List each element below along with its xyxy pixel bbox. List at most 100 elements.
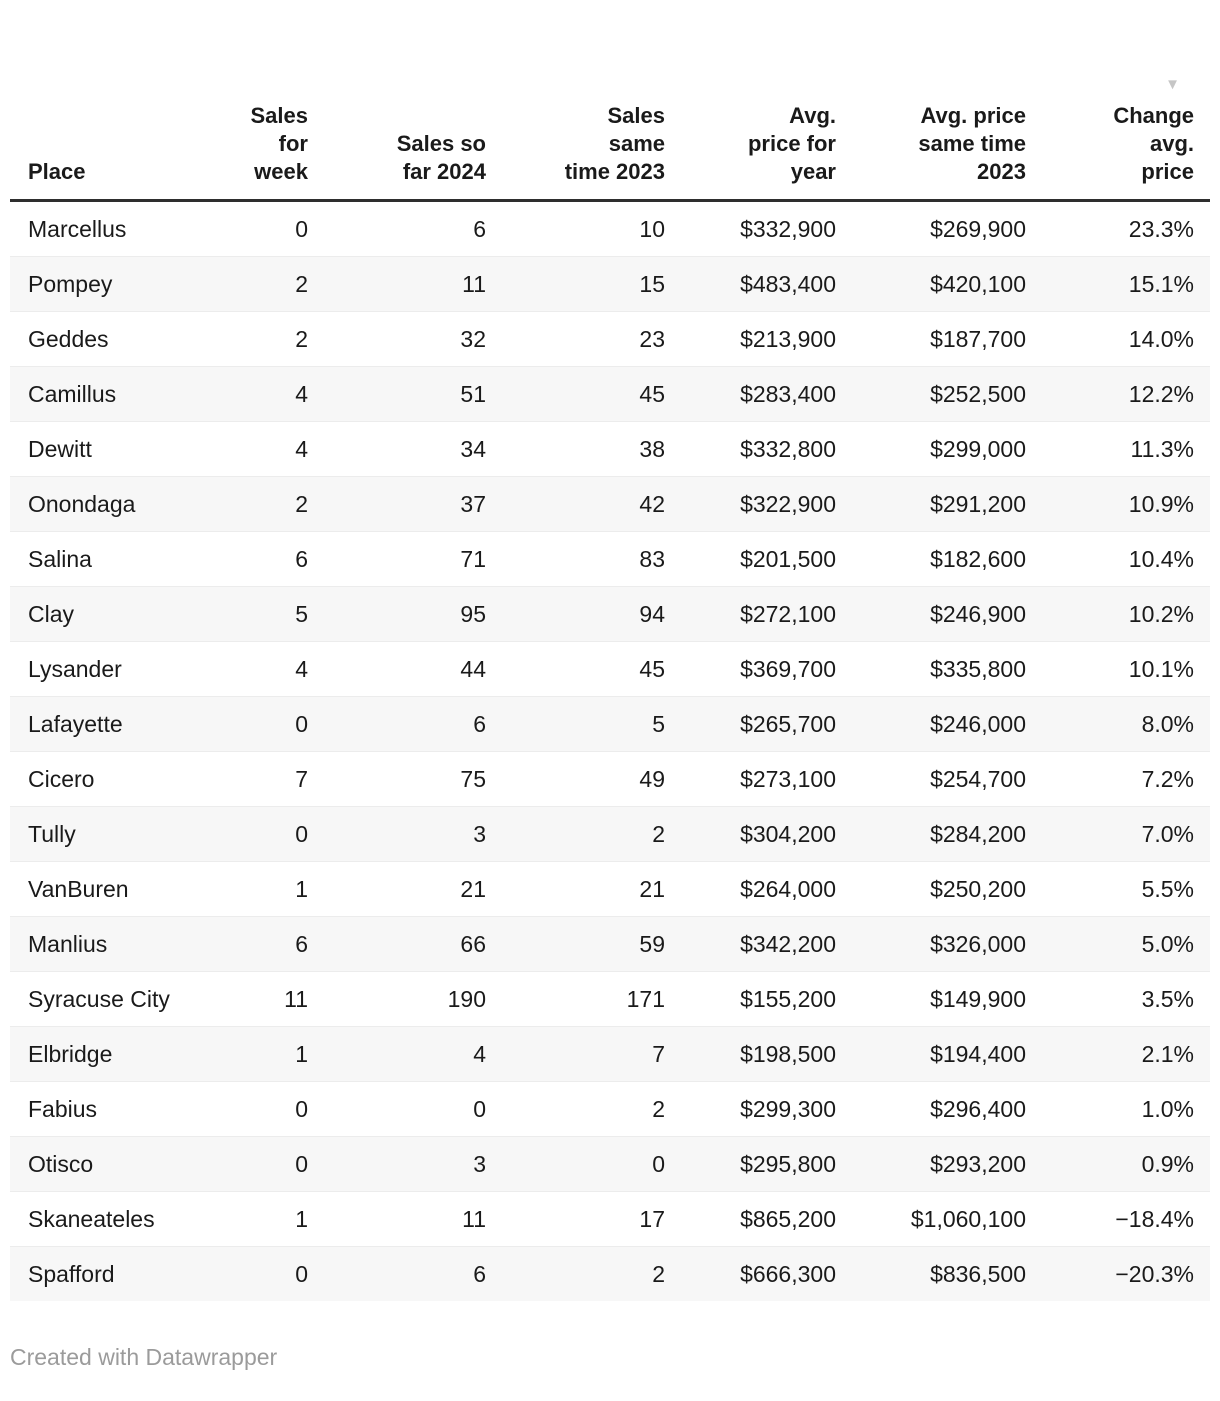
sales-same-time-2023-cell: 0 (652, 1151, 665, 1177)
sales-same-time-2023-cell: 38 (639, 436, 665, 462)
place-cell: Clay (28, 601, 75, 627)
sales-for-week-cell: 0 (295, 1096, 308, 1122)
column-header-place[interactable]: Place (10, 40, 170, 202)
sales-for-week-cell: 11 (284, 986, 308, 1012)
sales-so-far-2024-cell: 71 (460, 546, 486, 572)
sales-so-far-2024-cell: 44 (460, 656, 486, 682)
sales-for-week-cell: 0 (295, 1151, 308, 1177)
avg-price-same-time-2023-cell: $326,000 (930, 931, 1026, 957)
sales-same-time-2023-cell: 59 (639, 931, 665, 957)
table-row: Elbridge 1 4 7 $198,500 $194,400 2.1% (10, 1026, 1210, 1082)
table-row: Marcellus 0 6 10 $332,900 $269,900 23.3% (10, 200, 1210, 257)
column-header-sales-so-far-2024[interactable]: Sales so far 2024 (320, 40, 498, 202)
place-cell: Marcellus (28, 216, 127, 242)
sales-so-far-2024-cell: 37 (460, 491, 486, 517)
place-cell: Tully (28, 821, 76, 847)
sales-same-time-2023-cell: 7 (652, 1041, 665, 1067)
avg-price-for-year-cell: $369,700 (740, 656, 836, 682)
sales-for-week-cell: 0 (295, 821, 308, 847)
place-cell: Spafford (28, 1261, 115, 1287)
table-row: Dewitt 4 34 38 $332,800 $299,000 11.3% (10, 421, 1210, 477)
avg-price-for-year-cell: $213,900 (740, 326, 836, 352)
avg-price-same-time-2023-cell: $252,500 (930, 381, 1026, 407)
change-avg-price-cell: 15.1% (1128, 271, 1194, 297)
change-avg-price-cell: 11.3% (1130, 436, 1194, 462)
avg-price-for-year-cell: $865,200 (740, 1206, 836, 1232)
table-row: Syracuse City 11 190 171 $155,200 $149,9… (10, 971, 1210, 1027)
column-header-avg-price-for-year[interactable]: Avg. price for year (677, 40, 848, 202)
sales-same-time-2023-cell: 5 (652, 711, 665, 737)
column-header-avg-price-same-time-2023[interactable]: Avg. price same time 2023 (848, 40, 1038, 202)
change-avg-price-cell: 7.0% (1141, 821, 1194, 847)
sales-for-week-cell: 2 (295, 326, 308, 352)
avg-price-for-year-cell: $332,900 (740, 216, 836, 242)
sales-same-time-2023-cell: 15 (639, 271, 665, 297)
place-cell: Pompey (28, 271, 113, 297)
avg-price-same-time-2023-cell: $182,600 (930, 546, 1026, 572)
place-cell: VanBuren (28, 876, 129, 902)
sales-for-week-cell: 2 (295, 271, 308, 297)
change-avg-price-cell: −18.4% (1115, 1206, 1194, 1232)
place-cell: Fabius (28, 1096, 98, 1122)
sales-so-far-2024-cell: 0 (473, 1096, 486, 1122)
table-row: Camillus 4 51 45 $283,400 $252,500 12.2% (10, 366, 1210, 422)
table-row: Otisco 0 3 0 $295,800 $293,200 0.9% (10, 1136, 1210, 1192)
sales-so-far-2024-cell: 190 (447, 986, 486, 1012)
avg-price-for-year-cell: $198,500 (740, 1041, 836, 1067)
sales-so-far-2024-cell: 95 (460, 601, 486, 627)
avg-price-for-year-cell: $273,100 (740, 766, 836, 792)
column-header-change-avg-price[interactable]: ▼ Change avg. price (1038, 40, 1210, 202)
change-avg-price-cell: 8.0% (1141, 711, 1194, 737)
column-header-sales-same-time-2023[interactable]: Sales same time 2023 (498, 40, 677, 202)
sales-for-week-cell: 6 (295, 546, 308, 572)
avg-price-same-time-2023-cell: $296,400 (930, 1096, 1026, 1122)
place-cell: Syracuse City (28, 986, 170, 1012)
header-row: Place Sales for week Sales so far 2024 S… (10, 40, 1210, 202)
avg-price-same-time-2023-cell: $1,060,100 (910, 1206, 1026, 1232)
sales-for-week-cell: 4 (295, 656, 308, 682)
avg-price-for-year-cell: $304,200 (740, 821, 836, 847)
table-row: Spafford 0 6 2 $666,300 $836,500 −20.3% (10, 1246, 1210, 1301)
change-avg-price-cell: 0.9% (1141, 1151, 1194, 1177)
footer-credit[interactable]: Created with Datawrapper (10, 1344, 278, 1370)
avg-price-same-time-2023-cell: $420,100 (930, 271, 1026, 297)
table-row: Lysander 4 44 45 $369,700 $335,800 10.1% (10, 641, 1210, 697)
sales-same-time-2023-cell: 42 (639, 491, 665, 517)
sales-for-week-cell: 0 (295, 216, 308, 242)
change-avg-price-cell: 1.0% (1141, 1096, 1194, 1122)
place-cell: Camillus (28, 381, 117, 407)
change-avg-price-cell: 10.4% (1128, 546, 1194, 572)
sales-so-far-2024-cell: 11 (462, 1206, 486, 1232)
place-cell: Elbridge (28, 1041, 113, 1067)
sales-same-time-2023-cell: 45 (639, 381, 665, 407)
avg-price-same-time-2023-cell: $254,700 (930, 766, 1026, 792)
table-row: Clay 5 95 94 $272,100 $246,900 10.2% (10, 586, 1210, 642)
place-cell: Dewitt (28, 436, 92, 462)
place-cell: Lafayette (28, 711, 123, 737)
column-header-sales-for-week[interactable]: Sales for week (170, 40, 320, 202)
change-avg-price-cell: 23.3% (1128, 216, 1194, 242)
avg-price-same-time-2023-cell: $284,200 (930, 821, 1026, 847)
avg-price-same-time-2023-cell: $299,000 (930, 436, 1026, 462)
change-avg-price-cell: 5.0% (1141, 931, 1194, 957)
sales-for-week-cell: 1 (295, 1206, 308, 1232)
change-avg-price-cell: 2.1% (1141, 1041, 1194, 1067)
avg-price-same-time-2023-cell: $246,900 (930, 601, 1026, 627)
sales-for-week-cell: 4 (295, 381, 308, 407)
place-cell: Otisco (28, 1151, 94, 1177)
change-avg-price-cell: 12.2% (1128, 381, 1194, 407)
sales-so-far-2024-cell: 3 (473, 1151, 486, 1177)
table-row: Cicero 7 75 49 $273,100 $254,700 7.2% (10, 751, 1210, 807)
change-avg-price-cell: 10.1% (1128, 656, 1194, 682)
sales-for-week-cell: 4 (295, 436, 308, 462)
table-row: Geddes 2 32 23 $213,900 $187,700 14.0% (10, 311, 1210, 367)
avg-price-for-year-cell: $265,700 (740, 711, 836, 737)
avg-price-same-time-2023-cell: $194,400 (930, 1041, 1026, 1067)
table-row: Tully 0 3 2 $304,200 $284,200 7.0% (10, 806, 1210, 862)
sales-same-time-2023-cell: 94 (639, 601, 665, 627)
sales-for-week-cell: 1 (295, 876, 308, 902)
table-row: Manlius 6 66 59 $342,200 $326,000 5.0% (10, 916, 1210, 972)
avg-price-same-time-2023-cell: $836,500 (930, 1261, 1026, 1287)
avg-price-for-year-cell: $342,200 (740, 931, 836, 957)
sales-so-far-2024-cell: 6 (473, 1261, 486, 1287)
